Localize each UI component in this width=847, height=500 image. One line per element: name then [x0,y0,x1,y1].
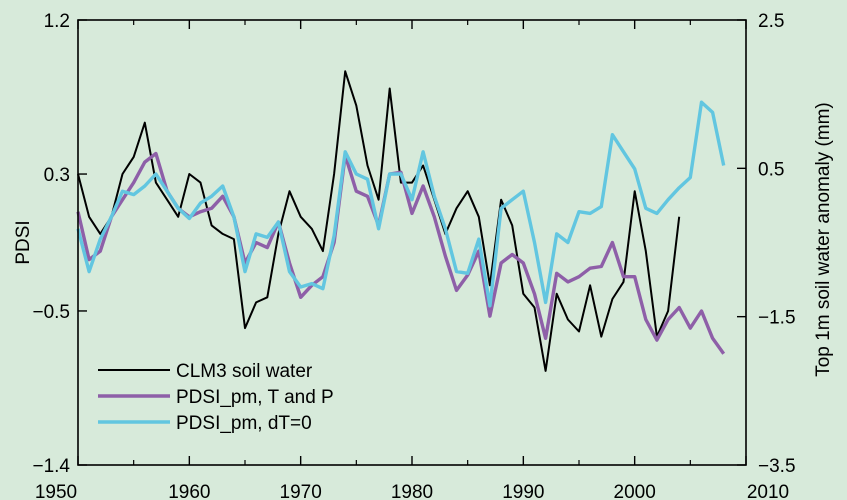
y-tick-label: 1.2 [44,11,70,32]
x-tick-label: 1960 [168,482,210,500]
series-line-0 [77,70,681,372]
y2-tick-label: −1.5 [758,308,796,329]
legend-label: PDSI_pm, T and P [176,387,334,408]
y-tick-label: −0.5 [32,302,70,323]
x-tick-label: 1950 [35,482,77,500]
x-tick-label: 2010 [747,482,789,500]
series-line-2 [76,100,726,308]
y2-tick-label: 2.5 [758,11,784,32]
legend-label: CLM3 soil water [176,361,313,382]
x-tick-label: 1990 [502,482,544,500]
x-tick-label: 1980 [391,482,433,500]
y-tick-label: 0.3 [44,165,70,186]
x-tick-label: 1970 [280,482,322,500]
y2-tick-label: 0.5 [758,159,784,180]
x-tick-label: 2000 [614,482,656,500]
y-tick-label: −1.4 [32,456,70,477]
y2-axis-title: Top 1m soil water anomaly (mm) [813,102,834,377]
legend-label: PDSI_pm, dT=0 [176,413,312,434]
y2-tick-label: −3.5 [758,456,796,477]
y-axis-title: PDSI [13,220,34,264]
